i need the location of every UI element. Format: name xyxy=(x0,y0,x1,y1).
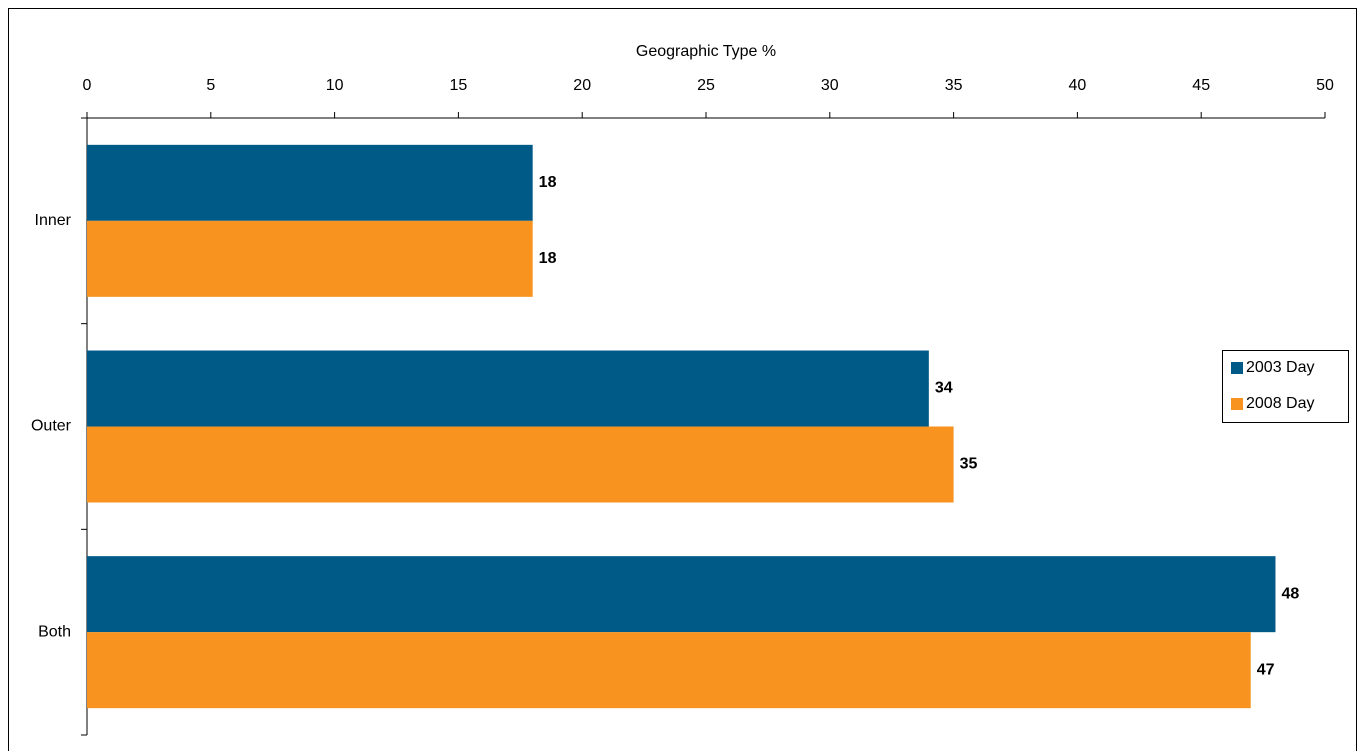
value-label: 18 xyxy=(539,250,557,267)
value-label: 18 xyxy=(539,174,557,191)
x-tick-label: 10 xyxy=(326,77,344,94)
x-tick-label: 5 xyxy=(206,77,215,94)
bar xyxy=(87,632,1251,709)
y-tick-label: Inner xyxy=(35,212,72,229)
bar xyxy=(87,220,533,297)
value-label: 48 xyxy=(1281,585,1299,602)
bar xyxy=(87,426,954,503)
legend-swatch xyxy=(1231,362,1243,374)
x-tick-label: 20 xyxy=(573,77,591,94)
bar xyxy=(87,350,929,427)
x-tick-label: 0 xyxy=(83,77,92,94)
y-tick-label: Outer xyxy=(31,418,72,435)
legend-label: 2008 Day xyxy=(1246,395,1315,412)
value-label: 35 xyxy=(960,456,978,473)
x-tick-label: 35 xyxy=(945,77,963,94)
x-tick-label: 50 xyxy=(1316,77,1334,94)
x-axis-title: Geographic Type % xyxy=(636,43,776,60)
legend-swatch xyxy=(1231,398,1243,410)
legend-label: 2003 Day xyxy=(1246,359,1315,376)
bar xyxy=(87,144,533,221)
legend-box xyxy=(1222,350,1349,423)
x-tick-label: 30 xyxy=(821,77,839,94)
x-tick-label: 45 xyxy=(1192,77,1210,94)
value-label: 34 xyxy=(935,380,953,397)
x-tick-label: 15 xyxy=(450,77,468,94)
x-tick-label: 25 xyxy=(697,77,715,94)
bar xyxy=(87,556,1276,633)
x-tick-label: 40 xyxy=(1069,77,1087,94)
y-tick-label: Both xyxy=(38,623,71,640)
value-label: 47 xyxy=(1257,661,1275,678)
